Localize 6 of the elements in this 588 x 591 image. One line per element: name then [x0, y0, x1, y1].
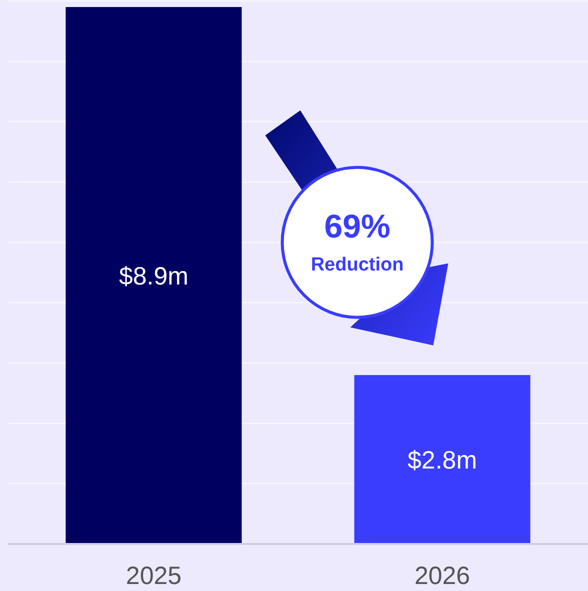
x-tick-label: 2025: [126, 562, 182, 590]
annotation: Reduction: [310, 254, 404, 276]
data-label: $8.9m: [118, 262, 188, 291]
data-label: $2.8m: [408, 446, 478, 475]
x-tick-label: 2026: [414, 562, 470, 590]
annotation: 69%: [324, 207, 390, 244]
